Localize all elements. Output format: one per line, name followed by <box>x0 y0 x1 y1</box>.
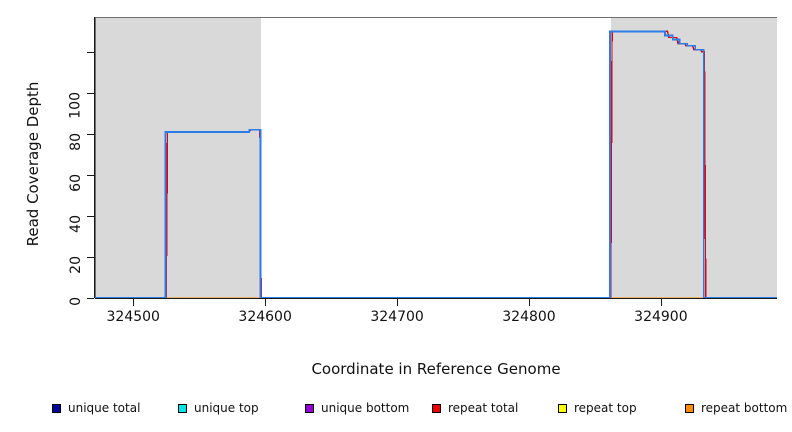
legend-label: unique top <box>194 401 259 415</box>
legend-item-repeat-total: repeat total <box>432 401 518 415</box>
legend-label: repeat bottom <box>701 401 788 415</box>
y-tick <box>87 174 94 176</box>
legend-swatch-icon <box>305 403 314 413</box>
legend-swatch-icon <box>432 403 441 413</box>
y-axis-line <box>94 17 95 298</box>
y-tick-label: 60 <box>68 173 84 192</box>
plot-area <box>95 17 777 299</box>
y-tick <box>87 51 94 53</box>
legend-label: repeat top <box>574 401 637 415</box>
legend-item-unique-top: unique top <box>178 401 259 415</box>
plot-frame-top <box>95 17 777 18</box>
y-axis-title: Read Coverage Depth <box>24 81 42 247</box>
repeat-region-shading-left <box>95 17 262 298</box>
legend-label: unique total <box>68 401 141 415</box>
legend-swatch-icon <box>558 403 567 413</box>
x-tick-label: 324900 <box>634 309 688 325</box>
y-tick-label: 80 <box>68 132 84 151</box>
legend-item-repeat-top: repeat top <box>558 401 637 415</box>
x-tick <box>397 299 399 306</box>
legend-label: repeat total <box>448 401 519 415</box>
x-tick <box>660 299 662 306</box>
y-tick <box>87 92 94 94</box>
chart-legend: unique total unique top unique bottom repea… <box>0 398 792 418</box>
x-tick-label: 324700 <box>370 309 424 325</box>
y-tick <box>87 298 94 299</box>
series-repeat-total <box>95 30 777 299</box>
y-tick-label: 0 <box>68 297 84 306</box>
x-tick-label: 324600 <box>238 309 292 325</box>
x-tick-label: 324800 <box>502 309 556 325</box>
legend-swatch-icon <box>178 403 187 413</box>
legend-swatch-icon <box>685 403 694 413</box>
x-axis-title: Coordinate in Reference Genome <box>311 360 561 378</box>
data-series-layer <box>95 30 777 299</box>
y-tick <box>87 215 94 217</box>
legend-item-unique-total: unique total <box>52 401 140 415</box>
plot-frame-left <box>95 17 96 298</box>
x-tick-label: 324500 <box>106 309 160 325</box>
x-tick <box>529 299 530 306</box>
legend-item-unique-bottom: unique bottom <box>305 401 409 415</box>
legend-swatch-icon <box>52 403 61 413</box>
coverage-step-outline <box>95 30 777 299</box>
x-tick <box>265 299 267 306</box>
y-tick-label: 20 <box>68 255 84 274</box>
legend-label: unique bottom <box>321 401 410 415</box>
y-tick-label: 100 <box>68 91 84 119</box>
x-tick <box>133 299 135 306</box>
x-axis-line <box>95 298 777 299</box>
y-tick-label: 40 <box>68 214 84 233</box>
y-tick <box>87 133 94 135</box>
y-tick <box>87 256 94 258</box>
legend-item-repeat-bottom: repeat bottom <box>685 401 787 415</box>
repeat-region-shading-right <box>610 17 777 298</box>
